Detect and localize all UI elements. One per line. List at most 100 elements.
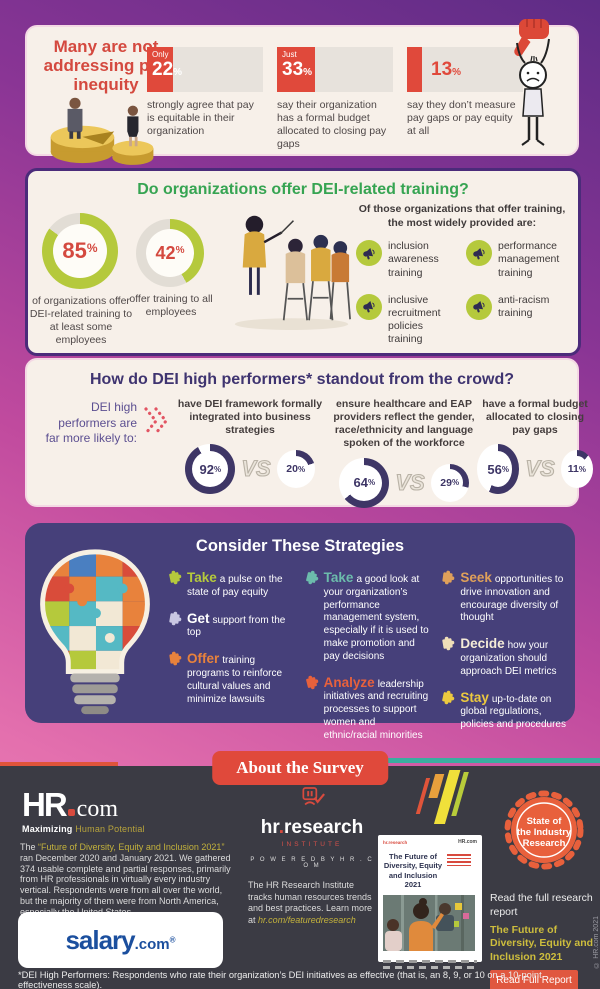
svg-text:State of: State of <box>527 816 563 827</box>
section-strategies: Consider These Strategies Take a puls <box>25 523 575 741</box>
training-types-block: Of those organizations that offer traini… <box>356 203 568 346</box>
strategy-item: Take a good look at your organization’s p… <box>304 569 431 664</box>
institute-description: The HR Research Institute tracks human r… <box>248 880 373 926</box>
strategies-col-1: Take a pulse on the state of pay equity G… <box>167 569 294 743</box>
vs-label: VS <box>525 456 555 482</box>
puzzle-piece-icon <box>169 570 182 585</box>
hrcom-tagline: Maximizing Human Potential <box>22 824 145 834</box>
svg-text:Research: Research <box>523 838 566 849</box>
puzzle-piece-icon <box>442 690 455 704</box>
vs-label: VS <box>395 469 425 495</box>
puzzle-piece-icon <box>442 636 455 651</box>
about-survey-badge: About the Survey <box>212 751 388 785</box>
strategy-item: Get support from the top <box>167 610 294 641</box>
puzzle-piece-icon <box>305 675 318 689</box>
donut-85-desc: of organizations offer DEI-related train… <box>29 295 133 347</box>
training-title: Do organizations offer DEI-related train… <box>137 181 469 198</box>
section-about-survey: About the Survey HR com Maximizing Human … <box>0 751 600 989</box>
report-title: The Future of Diversity, Equity and Incl… <box>490 924 594 963</box>
coins-people-illustration <box>50 97 154 165</box>
strategy-item: Stay up-to-date on global regulations, po… <box>440 689 567 732</box>
powered-by-label: P O W E R E D B Y H R . C O M <box>250 857 374 869</box>
donut-92-percent: 92% <box>185 444 236 495</box>
read-full-report-button[interactable]: Read Full Report <box>490 969 578 989</box>
section-high-performers: How do DEI high performers* standout fro… <box>25 358 593 508</box>
decorative-stripes <box>415 770 469 824</box>
puzzle-piece-icon <box>169 651 182 666</box>
salary-com-logo[interactable]: salary.com® <box>18 912 223 968</box>
strategies-col-3: Seek opportunities to drive innovation an… <box>440 569 567 743</box>
training-item: anti-racism training <box>466 293 568 347</box>
donut-20-percent: 20% <box>276 450 315 489</box>
copyright-label: © HR.com 2021 <box>593 916 600 968</box>
strategy-item: Take a pulse on the state of pay equity <box>167 569 294 600</box>
vs-label: VS <box>241 456 271 482</box>
donut-comparison: 56% VS 11% <box>477 444 593 495</box>
pay-desc-33: say their organization has a formal budg… <box>277 99 387 151</box>
cover-photo <box>383 894 475 951</box>
puzzle-piece-icon <box>169 611 182 625</box>
donut-comparison: 92% VS 20% <box>169 444 331 495</box>
donut-comparison: 64% VS 29% <box>329 457 479 508</box>
bar-fill-33 <box>277 47 316 92</box>
puzzle-lightbulb-illustration <box>40 549 150 715</box>
megaphone-icon <box>356 240 382 267</box>
hr-research-institute-block: hr.research INSTITUTE P O W E R E D B Y … <box>248 786 376 927</box>
pay-desc-22: strongly agree that pay is equitable in … <box>147 99 254 138</box>
hrcom-logo[interactable]: HR com Maximizing Human Potential <box>22 786 145 834</box>
strategy-item: Offer training programs to reinforce cult… <box>167 650 294 706</box>
training-item: performance management training <box>466 240 568 279</box>
featured-research-link[interactable]: hr.com/featuredresearch <box>258 915 356 926</box>
state-of-industry-badge: State of the Industry Research <box>504 790 584 870</box>
comparison-budget: have a formal budget allocated to closin… <box>477 398 593 495</box>
accent-strip-teal <box>370 758 600 763</box>
strategies-title: Consider These Strategies <box>195 537 405 555</box>
pay-inequity-title: Many are not addressing pay inequity <box>43 37 169 95</box>
puzzle-piece-icon <box>305 570 318 585</box>
hr-research-icon <box>302 787 325 806</box>
section-dei-training: Do organizations offer DEI-related train… <box>25 168 581 356</box>
puzzle-piece-icon <box>442 570 455 585</box>
donut-56-percent: 56% <box>477 444 520 495</box>
megaphone-icon <box>466 240 492 267</box>
cover-subtext-lines <box>447 852 471 890</box>
high-performers-title: How do DEI high performers* standout fro… <box>89 371 514 388</box>
sponsor-logos-row <box>383 965 477 969</box>
megaphone-icon <box>356 293 382 320</box>
footnote: *DEI High Performers: Respondents who ra… <box>18 970 542 989</box>
bar-33: Just 33% <box>277 47 393 92</box>
institute-label: INSTITUTE <box>281 841 343 848</box>
strategy-item: Seek opportunities to drive innovation an… <box>440 569 567 625</box>
strategy-item: Decide how your organization should appro… <box>440 635 567 678</box>
strategies-columns: Take a pulse on the state of pay equity G… <box>167 569 567 743</box>
cover-title: The Future of Diversity, Equity and Incl… <box>383 852 443 890</box>
chevron-dots-icon <box>144 407 169 435</box>
bar-22: Only 22% <box>147 47 263 92</box>
hr-research-logo[interactable]: hr.research <box>260 817 364 838</box>
red-dot-icon <box>67 809 75 816</box>
pay-stat-22: Only 22% strongly agree that pay is equit… <box>147 47 263 152</box>
donut-42-percent: 42% <box>136 219 204 287</box>
read-report-label: Read the full research report <box>490 892 593 918</box>
pay-stat-13: 13% say they don’t measure pay gaps or p… <box>407 47 523 152</box>
pay-desc-13: say they don’t measure pay gaps or pay e… <box>407 99 516 138</box>
survey-title-link[interactable]: “Future of Diversity, Equity and Inclusi… <box>38 842 225 852</box>
report-cover-thumbnail[interactable]: hr.research HR.com The Future of Diversi… <box>378 835 482 969</box>
donut-29-percent: 29% <box>430 463 469 502</box>
comparison-healthcare: ensure healthcare and EAP providers refl… <box>329 398 479 508</box>
thumbs-down-figure-illustration <box>514 19 550 146</box>
training-types-grid: inclusion awareness training performance… <box>356 240 568 346</box>
classroom-illustration <box>234 215 351 330</box>
donut-85-percent: 85% <box>42 213 118 289</box>
megaphone-icon <box>466 293 492 320</box>
cover-logos: hr.research HR.com <box>383 839 477 845</box>
survey-description: The “Future of Diversity, Equity and Inc… <box>20 842 231 917</box>
pay-stats-row: Only 22% strongly agree that pay is equit… <box>147 47 523 152</box>
section-pay-inequity: Many are not addressing pay inequity Onl… <box>25 19 579 165</box>
bar-13: 13% <box>407 47 523 92</box>
sponsor-logos-row <box>383 959 477 963</box>
bar-label-33: Just 33% <box>282 50 313 80</box>
read-report-block: Read the full research report The Future… <box>490 892 596 989</box>
training-intro: Of those organizations that offer traini… <box>358 203 566 229</box>
